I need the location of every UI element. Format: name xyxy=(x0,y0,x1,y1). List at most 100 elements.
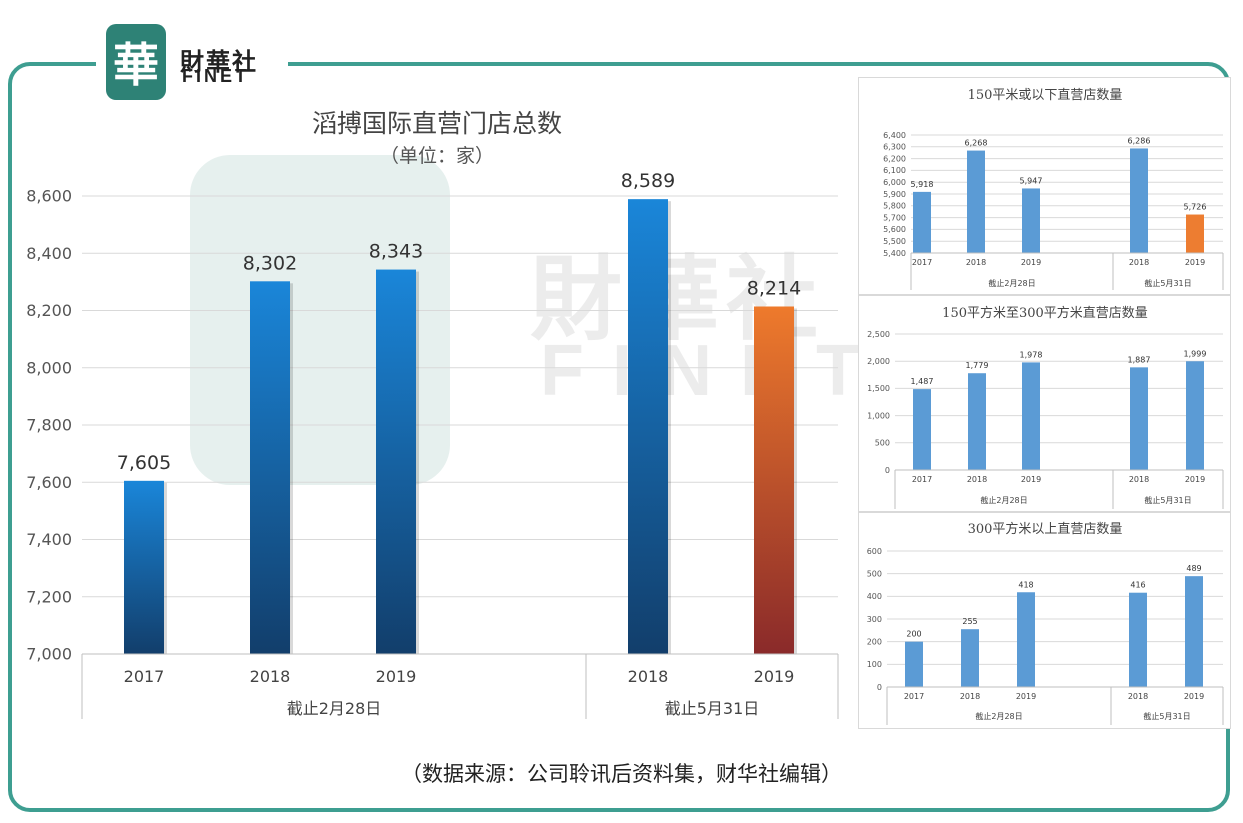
x-tick-label: 2018 xyxy=(967,475,987,484)
small-chart-panel-2: 150平方米至300平方米直营店数量 0 500 1,000 1,500 2,000 2,5… xyxy=(858,295,1231,512)
bar xyxy=(1130,367,1148,470)
x-tick-label: 2018 xyxy=(1128,692,1148,701)
y-tick-label: 6,000 xyxy=(883,178,906,187)
y-tick-label: 7,200 xyxy=(26,587,72,606)
bar xyxy=(968,373,986,470)
y-tick-label: 5,600 xyxy=(883,225,906,234)
bar xyxy=(913,191,931,253)
data-label: 1,887 xyxy=(1128,355,1151,364)
data-label: 5,947 xyxy=(1020,176,1043,185)
y-tick-label: 7,000 xyxy=(26,645,72,664)
data-label: 1,999 xyxy=(1184,349,1207,358)
bar xyxy=(913,389,931,470)
y-tick-label: 5,700 xyxy=(883,213,906,222)
x-tick-label: 2017 xyxy=(124,667,165,686)
bar xyxy=(250,281,290,654)
bar xyxy=(124,480,164,654)
y-tick-label: 200 xyxy=(867,637,882,646)
small-chart-panel-3: 300平方米以上直营店数量 0 100 200 300 400 500 600 200 2017 2… xyxy=(858,512,1231,729)
bar xyxy=(1186,214,1204,253)
bar xyxy=(961,629,979,687)
logo-name-en: FINET xyxy=(182,66,249,86)
chart-title: 150平米或以下直营店数量 xyxy=(968,88,1123,103)
bar xyxy=(376,269,416,654)
y-tick-label: 600 xyxy=(867,547,882,556)
y-tick-label: 6,100 xyxy=(883,166,906,175)
small-bar-chart-1: 150平米或以下直营店数量 5,400 5,500 5,600 5,700 5,800 5,… xyxy=(883,88,1224,290)
bar xyxy=(1022,362,1040,470)
y-tick-label: 0 xyxy=(877,683,882,692)
data-label: 255 xyxy=(962,617,977,626)
small-bar-chart-3: 300平方米以上直营店数量 0 100 200 300 400 500 600 200 2017 2… xyxy=(867,521,1224,725)
chart-subtitle: （单位：家） xyxy=(380,145,494,167)
data-label: 200 xyxy=(906,630,921,639)
group-label: 截止2月28日 xyxy=(287,699,382,718)
x-tick-label: 2018 xyxy=(628,667,669,686)
x-tick-label: 2019 xyxy=(1185,258,1205,267)
small-bar-chart-2: 150平方米至300平方米直营店数量 0 500 1,000 1,500 2,000 2,5… xyxy=(867,305,1224,509)
chart-title: 300平方米以上直营店数量 xyxy=(968,521,1123,537)
data-label: 416 xyxy=(1130,581,1145,590)
finet-seal-logo: 華 xyxy=(106,24,166,100)
y-tick-label: 6,400 xyxy=(883,131,906,140)
chart-title: 150平方米至300平方米直营店数量 xyxy=(942,305,1148,321)
y-tick-label: 5,800 xyxy=(883,202,906,211)
data-label: 489 xyxy=(1186,564,1201,573)
data-label: 5,918 xyxy=(911,180,934,189)
x-tick-label: 2019 xyxy=(1021,475,1041,484)
watermark-text-en: FINET xyxy=(540,331,888,411)
y-tick-label: 8,600 xyxy=(26,187,72,206)
data-label: 1,487 xyxy=(911,377,934,386)
bar xyxy=(1022,188,1040,253)
x-tick-label: 2018 xyxy=(966,258,986,267)
chart-title: 滔搏国际直营门店总数 xyxy=(312,109,562,138)
bar xyxy=(1185,576,1203,687)
y-tick-label: 400 xyxy=(867,592,882,601)
group-label: 截止5月31日 xyxy=(1144,278,1191,288)
x-tick-label: 2019 xyxy=(754,667,795,686)
x-tick-label: 2017 xyxy=(904,692,924,701)
data-label: 7,605 xyxy=(117,452,171,474)
main-bar-chart: 滔搏国际直营门店总数 （单位：家） 7,000 7,200 7,400 7,600 7,80… xyxy=(26,109,839,719)
y-tick-label: 6,300 xyxy=(883,143,906,152)
y-tick-label: 6,200 xyxy=(883,154,906,163)
y-tick-label: 500 xyxy=(875,439,890,448)
y-tick-label: 7,600 xyxy=(26,473,72,492)
y-tick-label: 8,000 xyxy=(26,358,72,377)
y-tick-label: 8,200 xyxy=(26,301,72,320)
data-label: 8,302 xyxy=(243,252,297,274)
data-label: 8,343 xyxy=(369,241,423,263)
data-label: 5,726 xyxy=(1184,203,1207,212)
bar xyxy=(1130,148,1148,253)
y-tick-label: 1,000 xyxy=(867,411,890,420)
group-label: 截止2月28日 xyxy=(975,711,1022,721)
data-label: 8,214 xyxy=(747,277,801,299)
x-tick-label: 2018 xyxy=(1129,475,1149,484)
data-label: 418 xyxy=(1018,580,1033,589)
group-label: 截止5月31日 xyxy=(665,699,760,718)
data-label: 8,589 xyxy=(621,170,675,192)
logo-name-cn: 財華社 xyxy=(180,48,258,76)
data-label: 1,978 xyxy=(1020,350,1043,359)
x-tick-label: 2019 xyxy=(1021,258,1041,267)
bar xyxy=(1186,361,1204,470)
y-tick-label: 2,000 xyxy=(867,357,890,366)
bar xyxy=(1129,592,1147,687)
x-tick-label: 2019 xyxy=(376,667,417,686)
y-tick-label: 7,400 xyxy=(26,530,72,549)
small-chart-panel-1: 150平米或以下直营店数量 5,400 5,500 5,600 5,700 5,800 5,… xyxy=(858,77,1231,295)
data-source-note: （数据来源：公司聆讯后资料集，财华社编辑） xyxy=(401,762,842,786)
y-tick-label: 5,400 xyxy=(883,249,906,258)
bar xyxy=(967,150,985,253)
x-tick-label: 2019 xyxy=(1016,692,1036,701)
y-tick-label: 500 xyxy=(867,569,882,578)
group-label: 截止2月28日 xyxy=(980,495,1027,505)
data-label: 6,286 xyxy=(1128,136,1151,145)
y-tick-label: 0 xyxy=(885,466,890,475)
bar xyxy=(1017,592,1035,687)
group-label: 截止5月31日 xyxy=(1144,495,1191,505)
bar xyxy=(905,641,923,687)
x-tick-label: 2019 xyxy=(1184,692,1204,701)
y-tick-label: 8,400 xyxy=(26,244,72,263)
x-tick-label: 2017 xyxy=(912,258,932,267)
